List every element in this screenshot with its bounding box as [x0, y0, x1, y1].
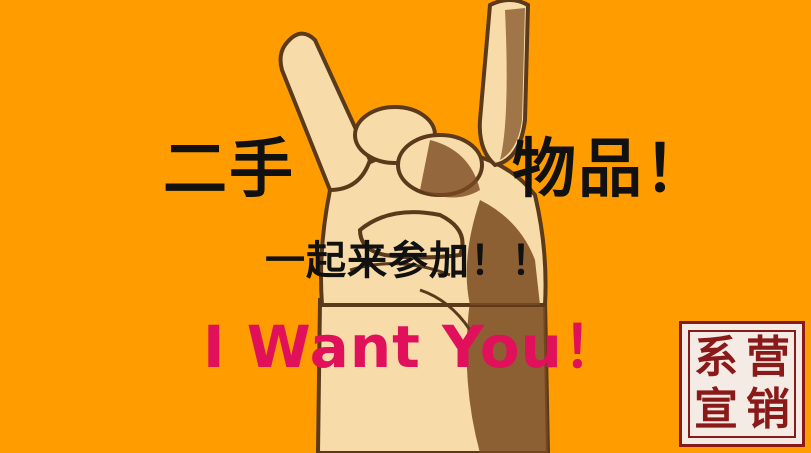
- seal-char: 销: [746, 384, 790, 435]
- title-right: 物品！: [512, 133, 710, 207]
- subtitle: 一起来参加！！: [265, 238, 552, 284]
- seal-char: 宣: [694, 384, 738, 435]
- slogan: I Want You！: [203, 313, 622, 381]
- seal-char: 营: [746, 332, 790, 383]
- seal-grid: 系 营 宣 销: [688, 330, 796, 438]
- title-left: 二手: [163, 133, 295, 207]
- seal-char: 系: [694, 332, 738, 383]
- marketing-seal: 系 营 宣 销: [679, 321, 805, 447]
